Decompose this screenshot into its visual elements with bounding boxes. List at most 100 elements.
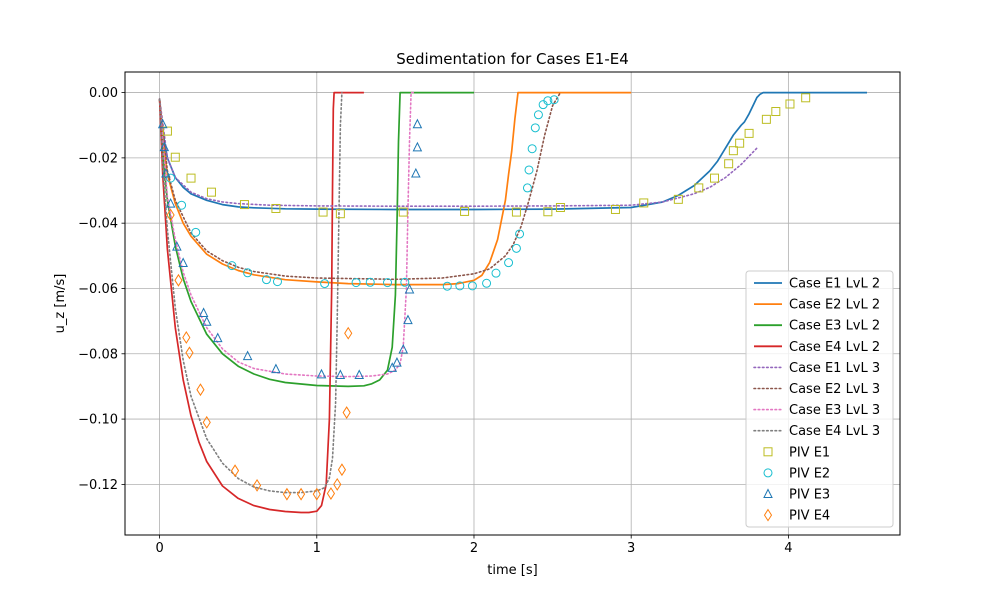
data-point-piv-e2 bbox=[533, 110, 543, 120]
legend-label: Case E3 LvL 2 bbox=[789, 319, 880, 334]
data-point-piv-e2 bbox=[515, 229, 525, 239]
data-point-piv-e3 bbox=[392, 356, 402, 367]
x-axis-label: time [s] bbox=[487, 563, 537, 578]
data-point-piv-e2 bbox=[482, 278, 492, 288]
data-point-piv-e2 bbox=[524, 165, 534, 175]
data-point-piv-e1 bbox=[801, 93, 811, 103]
legend-label: Case E4 LvL 2 bbox=[789, 340, 880, 355]
data-point-piv-e4 bbox=[252, 478, 262, 492]
legend: Case E1 LvL 2 Case E2 LvL 2 Case E3 LvL 2 C… bbox=[745, 270, 894, 528]
data-point-piv-e4 bbox=[174, 273, 183, 287]
y-axis-label: u_z [m/s] bbox=[53, 274, 68, 334]
data-point-piv-e4 bbox=[337, 463, 347, 477]
data-point-piv-e2 bbox=[383, 278, 393, 288]
data-point-piv-e3 bbox=[178, 257, 188, 268]
data-point-piv-e3 bbox=[404, 283, 415, 294]
data-point-piv-e2 bbox=[191, 227, 201, 237]
data-point-piv-e1 bbox=[673, 194, 683, 204]
x-tick-label: 1 bbox=[313, 541, 321, 556]
x-tick-label: 3 bbox=[627, 541, 635, 556]
legend-label: PIV E2 bbox=[789, 466, 830, 481]
data-point-piv-e4 bbox=[182, 331, 191, 344]
legend-swatch bbox=[763, 488, 773, 498]
chart-title: Sedimentation for Cases E1-E4 bbox=[396, 50, 629, 68]
legend-box bbox=[745, 270, 894, 528]
series-line-case-e4-lvl-3 bbox=[158, 91, 343, 494]
data-point-piv-e4 bbox=[333, 477, 342, 491]
data-point-piv-e2 bbox=[400, 277, 410, 287]
data-point-piv-e1 bbox=[186, 173, 196, 183]
legend-label: Case E2 LvL 2 bbox=[789, 298, 880, 313]
legend-label: Case E2 LvL 3 bbox=[789, 382, 880, 397]
data-point-piv-e2 bbox=[351, 278, 361, 288]
data-point-piv-e2 bbox=[272, 277, 282, 287]
data-point-piv-e1 bbox=[398, 207, 408, 217]
data-point-piv-e4 bbox=[166, 208, 175, 222]
data-point-piv-e1 bbox=[543, 207, 553, 217]
data-point-piv-e3 bbox=[398, 343, 409, 354]
data-point-piv-e2 bbox=[530, 123, 540, 133]
data-point-piv-e3 bbox=[172, 241, 182, 251]
data-point-piv-e3 bbox=[161, 167, 171, 178]
data-point-piv-e3 bbox=[165, 197, 176, 208]
data-point-piv-e1 bbox=[271, 203, 281, 213]
data-point-piv-e1 bbox=[335, 209, 345, 219]
data-point-piv-e4 bbox=[202, 415, 211, 429]
data-point-piv-e1 bbox=[610, 204, 620, 214]
data-point-piv-e3 bbox=[159, 141, 170, 152]
data-point-piv-e3 bbox=[412, 141, 423, 152]
data-point-piv-e1 bbox=[728, 146, 738, 156]
data-point-piv-e3 bbox=[157, 118, 168, 129]
data-point-piv-e3 bbox=[201, 316, 212, 326]
data-point-piv-e2 bbox=[177, 200, 187, 210]
data-point-piv-e2 bbox=[261, 275, 271, 285]
x-tick-label: 2 bbox=[470, 541, 478, 556]
data-point-piv-e1 bbox=[318, 207, 328, 217]
data-point-piv-e1 bbox=[170, 152, 180, 162]
series-line-case-e1-lvl-2 bbox=[158, 91, 867, 211]
data-point-piv-e1 bbox=[460, 206, 470, 216]
data-point-piv-e1 bbox=[162, 126, 172, 136]
data-point-piv-e3 bbox=[335, 369, 346, 380]
data-point-piv-e3 bbox=[198, 307, 209, 317]
data-point-piv-e2 bbox=[365, 277, 375, 287]
data-point-piv-e3 bbox=[403, 314, 413, 325]
data-point-piv-e2 bbox=[549, 95, 559, 105]
data-point-piv-e1 bbox=[239, 200, 249, 210]
series-markers-piv-e4 bbox=[166, 208, 353, 501]
data-point-piv-e4 bbox=[312, 487, 321, 501]
data-point-piv-e2 bbox=[522, 183, 532, 193]
data-point-piv-e4 bbox=[342, 406, 351, 419]
data-point-piv-e2 bbox=[455, 281, 465, 291]
data-point-piv-e2 bbox=[527, 144, 537, 154]
axes: 0 1 2 3 4 0.00 −0.02 −0.04 −0.06 −0.08 −0.10 −0.12 bbox=[78, 86, 792, 556]
series-line-case-e3-lvl-2 bbox=[158, 91, 474, 388]
data-point-piv-e2 bbox=[227, 261, 237, 271]
series-line-case-e3-lvl-3 bbox=[158, 91, 417, 378]
legend-label: Case E1 LvL 2 bbox=[789, 277, 880, 292]
data-point-piv-e2 bbox=[320, 279, 330, 289]
data-point-piv-e2 bbox=[491, 268, 501, 278]
y-tick-label: −0.02 bbox=[78, 151, 118, 166]
data-point-piv-e3 bbox=[387, 362, 398, 372]
data-point-piv-e1 bbox=[206, 187, 216, 197]
data-point-piv-e4 bbox=[344, 326, 353, 340]
data-point-piv-e1 bbox=[694, 183, 704, 193]
data-point-piv-e4 bbox=[282, 487, 292, 501]
data-point-piv-e4 bbox=[196, 383, 205, 397]
data-point-piv-e2 bbox=[511, 243, 521, 253]
series-line-case-e4-lvl-2 bbox=[158, 91, 364, 514]
y-tick-label: −0.10 bbox=[78, 413, 118, 428]
data-point-piv-e2 bbox=[543, 96, 553, 106]
data-point-piv-e3 bbox=[411, 167, 421, 178]
data-point-piv-e1 bbox=[724, 159, 734, 169]
data-point-piv-e2 bbox=[166, 173, 176, 183]
data-point-piv-e1 bbox=[555, 203, 565, 213]
series-markers-piv-e2 bbox=[166, 95, 559, 291]
data-point-piv-e3 bbox=[212, 332, 223, 343]
data-point-piv-e2 bbox=[504, 258, 514, 268]
data-point-piv-e4 bbox=[326, 487, 336, 500]
legend-label: PIV E3 bbox=[789, 488, 830, 503]
data-point-piv-e1 bbox=[710, 173, 720, 183]
